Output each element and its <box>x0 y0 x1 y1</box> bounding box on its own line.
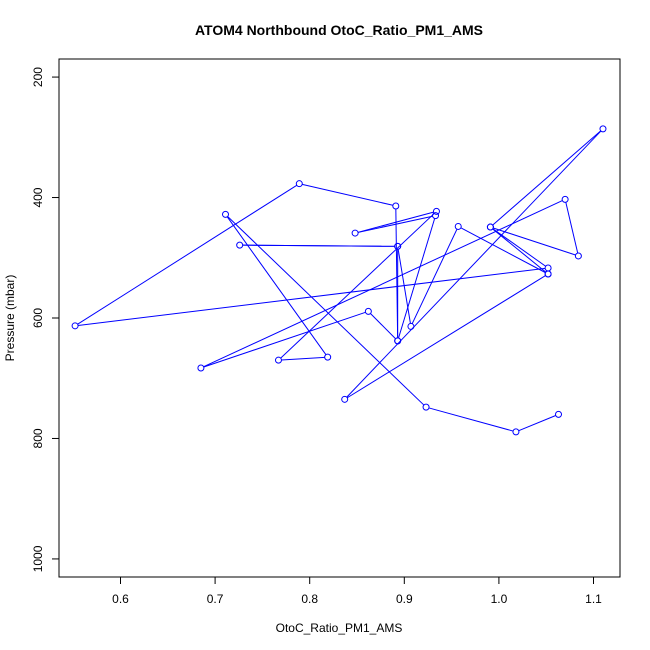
data-point <box>364 307 372 315</box>
data-point <box>555 410 563 418</box>
series-line-segment <box>346 275 546 399</box>
data-point <box>574 252 582 260</box>
y-tick-label: 1000 <box>31 545 45 572</box>
series-line-segment <box>346 130 602 398</box>
series-line-segment <box>492 130 602 226</box>
series-line-segment <box>242 244 395 247</box>
series-line-segment <box>203 311 366 368</box>
x-tick-label: 0.7 <box>207 592 224 606</box>
series-line-segment <box>226 216 327 356</box>
data-point <box>222 210 230 218</box>
data-point <box>544 270 552 278</box>
data-point <box>454 222 462 230</box>
series-line-segment <box>203 200 563 368</box>
series-line-segment <box>398 218 436 339</box>
data-point <box>407 322 415 330</box>
series-line-segment <box>357 215 433 233</box>
series-line-segment <box>227 216 425 406</box>
x-tick-label: 1.0 <box>491 592 508 606</box>
data-point <box>197 364 205 372</box>
data-point <box>486 223 494 231</box>
x-axis-label: OtoC_Ratio_PM1_AMS <box>276 621 403 635</box>
data-point <box>432 212 440 220</box>
y-tick-label: 600 <box>31 308 45 328</box>
data-point <box>274 356 282 364</box>
y-tick-label: 400 <box>31 187 45 207</box>
series-line-segment <box>302 183 393 206</box>
series-line-segment <box>77 184 298 325</box>
y-axis-label: Pressure (mbar) <box>3 275 17 362</box>
data-point <box>295 180 303 188</box>
series-line-segment <box>397 249 411 324</box>
series-group <box>71 125 607 436</box>
series-line-segment <box>281 356 325 361</box>
series-line-segment <box>428 407 514 432</box>
series-line-segment <box>565 202 579 254</box>
series-line-segment <box>77 267 546 326</box>
data-point <box>71 322 79 330</box>
series-line-segment <box>492 228 546 267</box>
series-line-segment <box>518 415 556 432</box>
data-point <box>599 125 607 133</box>
y-axis: 200 400 600 800 1000 <box>31 67 60 572</box>
y-tick-label: 200 <box>31 67 45 87</box>
data-point <box>394 337 402 345</box>
series-line-segment <box>370 313 396 340</box>
x-tick-label: 1.1 <box>585 592 602 606</box>
x-tick-label: 0.9 <box>396 592 413 606</box>
data-point <box>324 353 332 361</box>
data-point <box>512 428 520 436</box>
data-point <box>561 195 569 203</box>
data-point <box>544 264 552 272</box>
x-tick-label: 0.6 <box>112 592 129 606</box>
data-point <box>351 229 359 237</box>
series-line-segment <box>411 228 458 324</box>
series-line-segment <box>460 227 546 274</box>
data-point <box>341 395 349 403</box>
x-tick-label: 0.8 <box>301 592 318 606</box>
data-point <box>422 403 430 411</box>
x-axis: 0.6 0.7 0.8 0.9 1.0 1.1 <box>112 576 602 606</box>
series-line-segment <box>492 228 547 273</box>
y-tick-label: 800 <box>31 428 45 448</box>
data-point <box>432 207 440 215</box>
data-point <box>392 202 400 210</box>
series-line-segment <box>280 213 435 359</box>
data-point <box>394 242 402 250</box>
data-point <box>236 241 244 249</box>
chart-title: ATOM4 Northbound OtoC_Ratio_PM1_AMS <box>195 22 483 38</box>
series-line-segment <box>493 227 576 256</box>
